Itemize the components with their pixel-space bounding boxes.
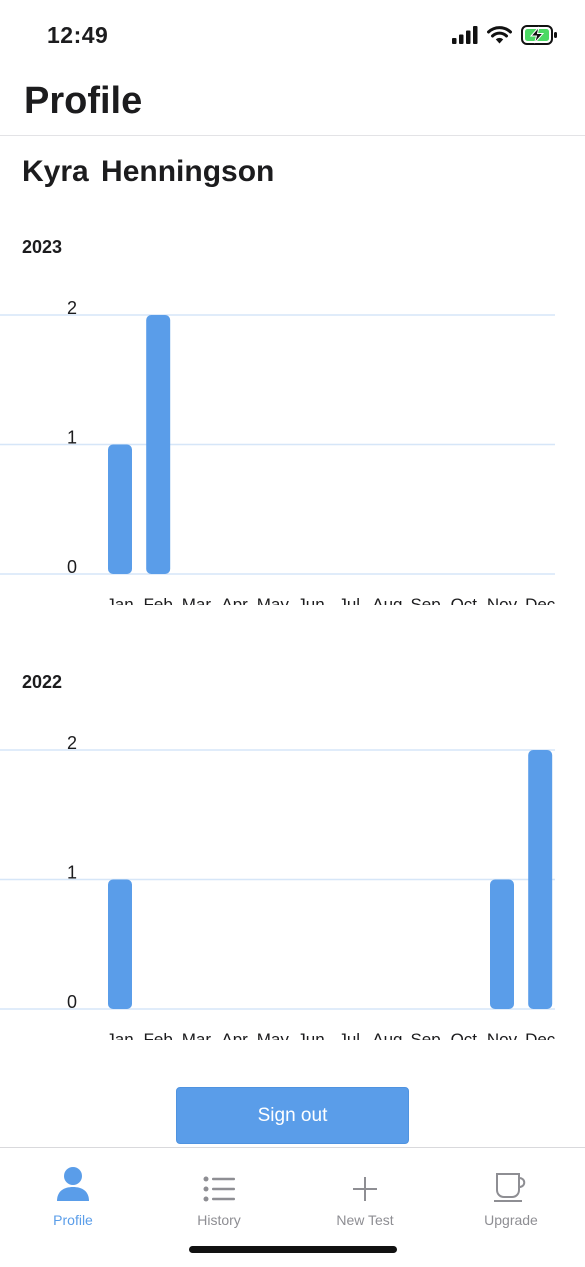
month-label: Jul: [338, 1030, 360, 1040]
bar-dec: [528, 750, 553, 1009]
user-name: Kyra Henningson: [22, 155, 275, 188]
month-label: Nov: [487, 595, 518, 605]
month-label: Sep: [410, 595, 440, 605]
y-tick-label: 1: [67, 428, 77, 448]
y-tick-label: 2: [67, 733, 77, 753]
month-label: May: [257, 1030, 290, 1040]
year-label-2023: 2023: [22, 237, 63, 257]
chart-2022: 0 1 2 Jan Feb Mar Apr May Jun Jul Aug Sep Oct Nov Dec: [0, 733, 556, 1040]
status-time: 12:49: [47, 22, 109, 48]
home-indicator: [189, 1246, 397, 1253]
tab-new-test[interactable]: New Test: [292, 1148, 438, 1228]
month-label: Apr: [221, 1030, 248, 1040]
month-label: Mar: [182, 1030, 212, 1040]
bar-feb: [146, 315, 171, 574]
month-label: Jul: [338, 595, 360, 605]
y-tick-label: 2: [67, 298, 77, 318]
tab-history[interactable]: History: [146, 1148, 292, 1228]
battery-charging-icon: [521, 25, 557, 45]
plus-icon: [352, 1156, 378, 1202]
month-label: May: [257, 595, 290, 605]
header-divider: [0, 135, 585, 136]
tab-label-profile: Profile: [53, 1212, 93, 1228]
month-label: Oct: [451, 595, 478, 605]
month-label: Mar: [182, 595, 212, 605]
month-label: Nov: [487, 1030, 518, 1040]
tab-upgrade[interactable]: Upgrade: [438, 1148, 584, 1228]
month-label: Apr: [221, 595, 248, 605]
month-label: Jan: [106, 595, 133, 605]
sign-out-button[interactable]: Sign out: [176, 1087, 409, 1144]
y-tick-label: 0: [67, 557, 77, 577]
month-label: Aug: [372, 1030, 402, 1040]
year-label-2022: 2022: [22, 672, 63, 692]
month-label: Jan: [106, 1030, 133, 1040]
month-label: Jun: [297, 595, 324, 605]
status-icons: [452, 25, 557, 45]
y-tick-label: 1: [67, 863, 77, 883]
month-label: Dec: [525, 1030, 556, 1040]
cellular-signal-icon: [452, 26, 478, 44]
month-label: Feb: [144, 1030, 173, 1040]
y-tick-label: 0: [67, 992, 77, 1012]
status-bar: 12:49: [0, 0, 585, 70]
month-label: Jun: [297, 1030, 324, 1040]
bar-jan: [108, 444, 132, 574]
tab-label-history: History: [197, 1212, 241, 1228]
bar-jan: [108, 879, 132, 1009]
month-label: Aug: [372, 595, 402, 605]
month-label: Feb: [144, 595, 173, 605]
list-icon: [203, 1156, 235, 1202]
month-label: Dec: [525, 595, 556, 605]
chart-2023: 0 1 2 Jan Feb Mar Apr May Jun Jul Aug Sep Oct Nov Dec: [0, 298, 556, 605]
month-label: Sep: [410, 1030, 440, 1040]
page-title: Profile: [24, 80, 143, 122]
tab-profile[interactable]: Profile: [0, 1148, 146, 1228]
coffee-cup-icon: [494, 1156, 528, 1202]
tab-label-new-test: New Test: [336, 1212, 394, 1228]
person-icon: [56, 1156, 90, 1202]
wifi-icon: [487, 26, 512, 44]
tab-label-upgrade: Upgrade: [484, 1212, 538, 1228]
bar-nov: [490, 879, 514, 1009]
month-label: Oct: [451, 1030, 478, 1040]
